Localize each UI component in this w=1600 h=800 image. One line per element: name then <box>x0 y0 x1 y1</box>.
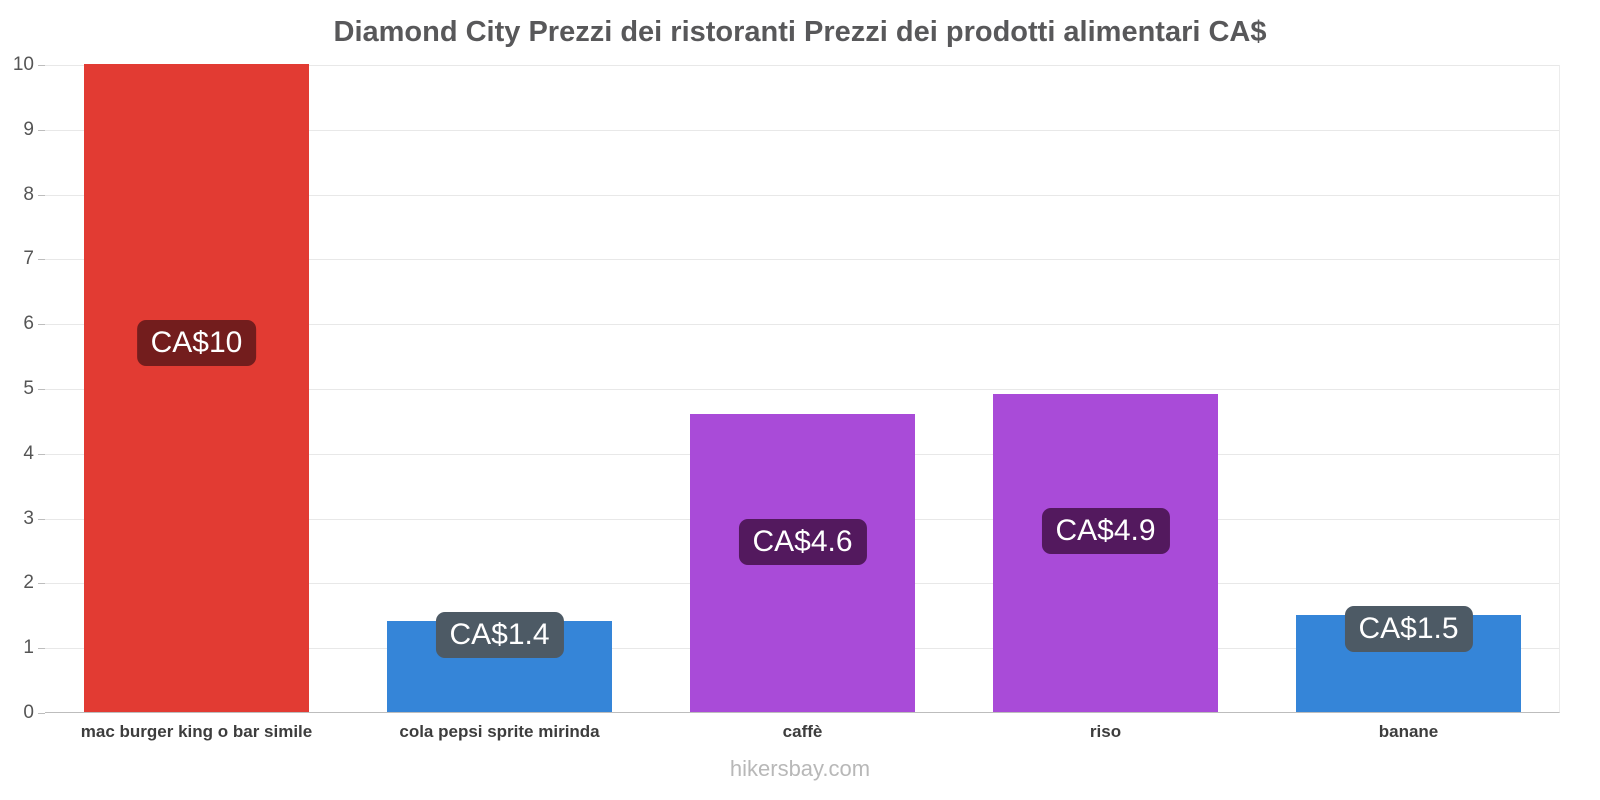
y-tick-mark <box>38 518 45 520</box>
y-tick-mark <box>38 259 45 261</box>
gridline <box>45 129 1559 131</box>
y-tick-label: 1 <box>23 637 34 659</box>
x-axis-label: caffè <box>782 722 823 741</box>
y-tick-mark <box>38 194 45 196</box>
y-tick-mark <box>38 129 45 131</box>
y-tick-label: 10 <box>12 54 34 75</box>
gridline <box>45 65 1559 66</box>
bar-value-badge: CA$10 <box>136 319 257 366</box>
y-tick-mark <box>38 713 45 714</box>
y-tick-mark <box>38 389 45 390</box>
footer-link[interactable]: hikersbay.com <box>729 756 871 781</box>
y-tick-mark <box>38 65 45 66</box>
x-axis: mac burger king o bar simile cola pepsi s… <box>45 722 1560 752</box>
gridline <box>45 389 1559 390</box>
bar-value-badge: CA$4.9 <box>1041 508 1170 555</box>
y-tick-label: 5 <box>23 378 34 399</box>
gridline <box>45 324 1559 326</box>
y-axis: 0 1 2 3 4 5 6 7 8 9 10 <box>0 54 38 723</box>
bar-value-badge: CA$1.5 <box>1344 605 1473 652</box>
bar-0 <box>84 64 309 712</box>
chart-title: Diamond City Prezzi dei ristoranti Prezz… <box>333 16 1267 48</box>
y-tick-label: 2 <box>23 572 34 594</box>
y-tick-label: 4 <box>23 442 34 464</box>
y-tick-label: 6 <box>23 313 34 335</box>
bar-value-badge: CA$4.6 <box>738 519 867 566</box>
gridline <box>45 194 1559 196</box>
bar-value-badge: CA$1.4 <box>435 612 564 659</box>
x-axis-label: riso <box>1089 722 1122 741</box>
x-axis-label: cola pepsi sprite mirinda <box>399 722 600 741</box>
y-tick-label: 3 <box>23 507 34 529</box>
y-tick-label: 8 <box>23 183 34 205</box>
y-tick-label: 9 <box>23 118 34 140</box>
x-axis-label: banane <box>1378 722 1439 741</box>
y-tick-label: 0 <box>23 702 34 723</box>
y-tick-label: 7 <box>23 248 34 270</box>
gridline <box>45 259 1559 261</box>
y-tick-mark <box>38 583 45 585</box>
y-tick-mark <box>38 453 45 455</box>
y-tick-mark <box>38 324 45 326</box>
x-axis-label: mac burger king o bar simile <box>80 722 313 741</box>
y-tick-mark <box>38 648 45 650</box>
plot-area: CA$10 CA$1.4 CA$4.6 CA$4.9 CA$1.5 <box>38 64 1560 714</box>
